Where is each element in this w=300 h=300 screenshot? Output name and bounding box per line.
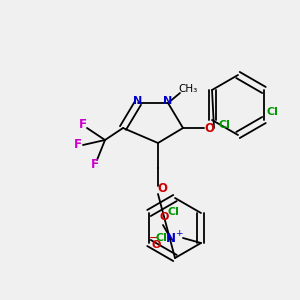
Text: F: F [91, 158, 99, 172]
Text: +: + [175, 229, 183, 238]
Text: Cl: Cl [155, 233, 167, 243]
Text: Cl: Cl [167, 207, 179, 217]
Text: O: O [159, 212, 169, 222]
Text: Cl: Cl [218, 120, 230, 130]
Text: CH₃: CH₃ [178, 84, 198, 94]
Text: F: F [74, 139, 82, 152]
Text: Cl: Cl [266, 107, 278, 117]
Text: N: N [166, 232, 176, 245]
Text: N: N [134, 96, 142, 106]
Text: F: F [79, 118, 87, 131]
Text: N: N [164, 96, 172, 106]
Text: O: O [151, 240, 161, 250]
Text: O: O [157, 182, 167, 194]
Text: −: − [149, 232, 159, 244]
Text: O: O [204, 122, 214, 134]
